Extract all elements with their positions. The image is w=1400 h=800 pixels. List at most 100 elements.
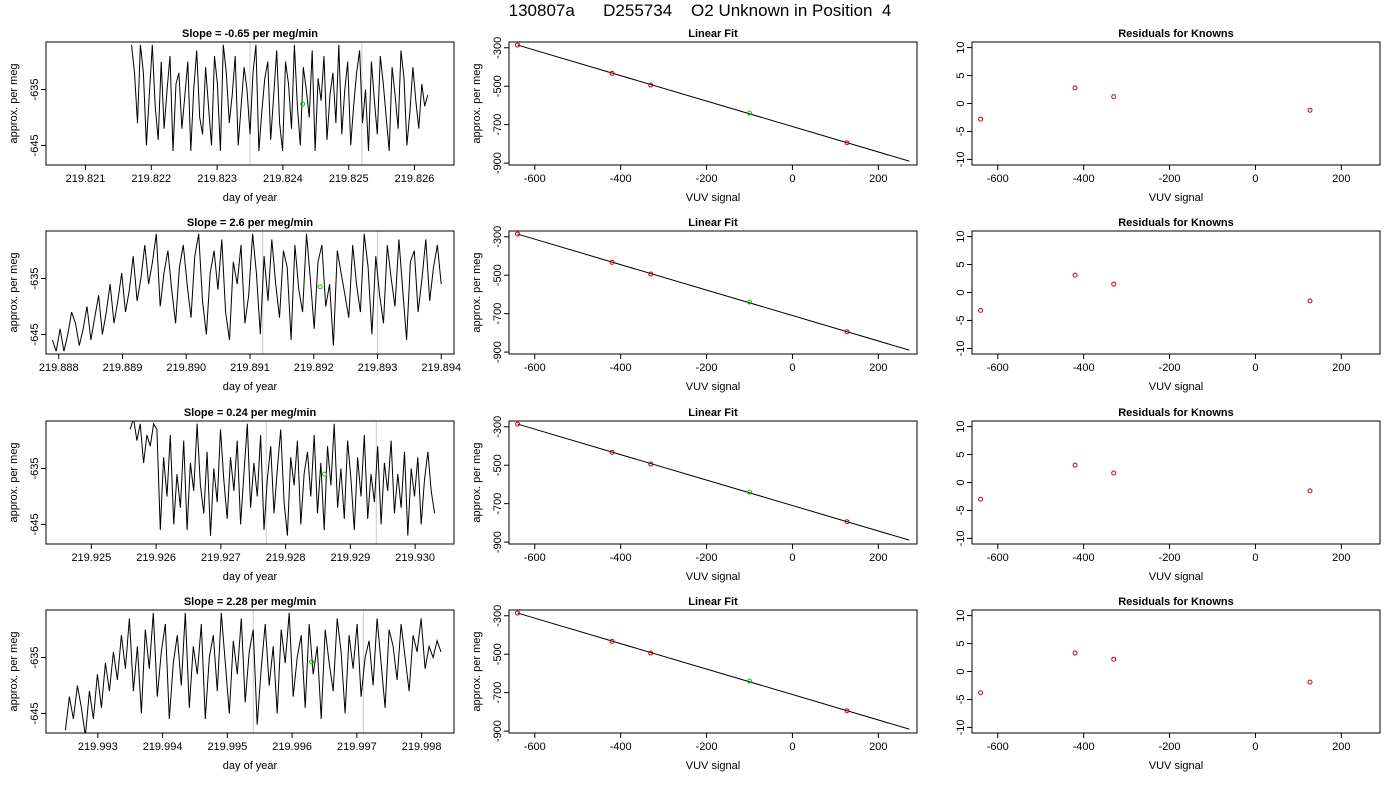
plot-area bbox=[978, 462, 1313, 502]
known-point bbox=[978, 307, 984, 313]
x-tick-label: 219.997 bbox=[337, 741, 377, 753]
known-point bbox=[1072, 650, 1078, 656]
x-tick-label: -400 bbox=[1073, 362, 1095, 374]
x-tick-label: 219.996 bbox=[272, 741, 312, 753]
unknown-point bbox=[300, 101, 306, 107]
y-axis-label: approx. per meg bbox=[8, 63, 20, 143]
x-axis-label: VUV signal bbox=[1149, 571, 1203, 583]
x-tick-label: -600 bbox=[524, 173, 546, 185]
known-point bbox=[1307, 488, 1313, 494]
known-point bbox=[1111, 94, 1117, 100]
x-tick-label: 219.929 bbox=[330, 552, 370, 564]
x-axis-label: day of year bbox=[223, 192, 278, 204]
plot-area bbox=[515, 231, 910, 351]
y-tick-label: -900 bbox=[492, 152, 504, 174]
known-point bbox=[1072, 85, 1078, 91]
unknown-point bbox=[317, 284, 323, 290]
x-tick-label: 219.927 bbox=[201, 552, 241, 564]
x-axis-label: VUV signal bbox=[686, 381, 740, 393]
x-tick-label: -400 bbox=[610, 362, 632, 374]
plot-area bbox=[129, 421, 436, 544]
x-tick-label: -400 bbox=[610, 552, 632, 564]
plot-frame bbox=[508, 230, 918, 355]
x-tick-label: 219.825 bbox=[329, 173, 369, 185]
plot-area bbox=[131, 42, 429, 165]
plot-area bbox=[978, 85, 1313, 122]
x-tick-label: 219.826 bbox=[395, 173, 435, 185]
panel-4-1: Slope = 2.28 per meg/min 219.993 219.994 21… bbox=[8, 596, 455, 772]
plot-area bbox=[515, 421, 910, 541]
x-tick-label: 200 bbox=[869, 173, 887, 185]
plot-area bbox=[51, 231, 442, 354]
y-tick-label: -300 bbox=[492, 416, 504, 438]
known-point bbox=[844, 519, 850, 525]
x-tick-label: 219.892 bbox=[294, 362, 334, 374]
unknown-point bbox=[321, 471, 327, 477]
known-point bbox=[844, 708, 850, 714]
y-tick-label: -635 bbox=[29, 268, 41, 290]
y-tick-label: 10 bbox=[955, 609, 967, 621]
x-tick-label: 0 bbox=[1252, 173, 1258, 185]
y-tick-label: -900 bbox=[492, 720, 504, 742]
plot-frame bbox=[971, 420, 1381, 545]
x-tick-label: 219.930 bbox=[395, 552, 435, 564]
panel-title: Residuals for Knowns bbox=[1118, 407, 1234, 419]
page-title: 130807a D255734 O2 Unknown in Position 4 bbox=[508, 1, 892, 20]
panel-title: Linear Fit bbox=[688, 596, 738, 608]
y-tick-label: 5 bbox=[955, 640, 967, 646]
y-tick-label: -10 bbox=[955, 340, 967, 356]
known-point bbox=[1111, 656, 1117, 662]
x-tick-label: -200 bbox=[1159, 362, 1181, 374]
known-point bbox=[1111, 470, 1117, 476]
known-point bbox=[609, 70, 615, 76]
known-point bbox=[515, 42, 521, 48]
y-tick-label: 0 bbox=[955, 668, 967, 674]
known-point bbox=[1072, 272, 1078, 278]
panel-3-2: Linear Fit -600 -400 -200 0 200 -300 -500 -700 -9… bbox=[471, 407, 918, 583]
x-axis-label: day of year bbox=[223, 381, 278, 393]
panel-title: Linear Fit bbox=[688, 407, 738, 419]
known-point bbox=[609, 449, 615, 455]
fit-line bbox=[517, 423, 910, 541]
x-tick-label: 200 bbox=[1332, 741, 1350, 753]
x-axis-label: day of year bbox=[223, 760, 278, 772]
y-tick-label: -300 bbox=[492, 226, 504, 248]
panel-title: Slope = 2.28 per meg/min bbox=[184, 596, 317, 608]
x-tick-label: -400 bbox=[1073, 173, 1095, 185]
panel-1-1: Slope = -0.65 per meg/min 219.821 219.822 2… bbox=[8, 28, 455, 204]
y-tick-label: -500 bbox=[492, 75, 504, 97]
plot-area bbox=[978, 650, 1313, 696]
y-tick-label: -645 bbox=[29, 323, 41, 345]
plot-frame bbox=[971, 230, 1381, 355]
x-tick-label: 219.891 bbox=[230, 362, 270, 374]
fit-line bbox=[517, 612, 910, 730]
x-tick-label: -200 bbox=[1159, 552, 1181, 564]
panel-title: Slope = 2.6 per meg/min bbox=[187, 217, 314, 229]
panel-2-1: Slope = 2.6 per meg/min 219.888 219.889 219… bbox=[8, 217, 461, 393]
known-point bbox=[1307, 298, 1313, 304]
y-tick-label: 10 bbox=[955, 230, 967, 242]
plot-frame bbox=[508, 41, 918, 166]
y-tick-label: 5 bbox=[955, 261, 967, 267]
known-point bbox=[515, 421, 521, 427]
x-axis-label: VUV signal bbox=[686, 192, 740, 204]
x-tick-label: 0 bbox=[789, 741, 795, 753]
unknown-point bbox=[309, 659, 315, 665]
x-tick-label: -600 bbox=[524, 362, 546, 374]
panel-title: Linear Fit bbox=[688, 28, 738, 40]
x-tick-label: -200 bbox=[696, 552, 718, 564]
x-tick-label: -400 bbox=[610, 741, 632, 753]
plot-frame bbox=[508, 609, 918, 734]
data-trace bbox=[131, 44, 429, 152]
x-tick-label: 219.993 bbox=[78, 741, 118, 753]
x-tick-label: 219.890 bbox=[166, 362, 206, 374]
x-tick-label: -200 bbox=[696, 741, 718, 753]
x-axis-label: VUV signal bbox=[686, 571, 740, 583]
y-axis-label: approx. per meg bbox=[471, 631, 483, 711]
y-tick-label: -645 bbox=[29, 702, 41, 724]
x-tick-label: 219.925 bbox=[71, 552, 111, 564]
known-point bbox=[648, 271, 654, 277]
y-tick-label: -5 bbox=[955, 127, 967, 137]
known-point bbox=[1072, 462, 1078, 468]
